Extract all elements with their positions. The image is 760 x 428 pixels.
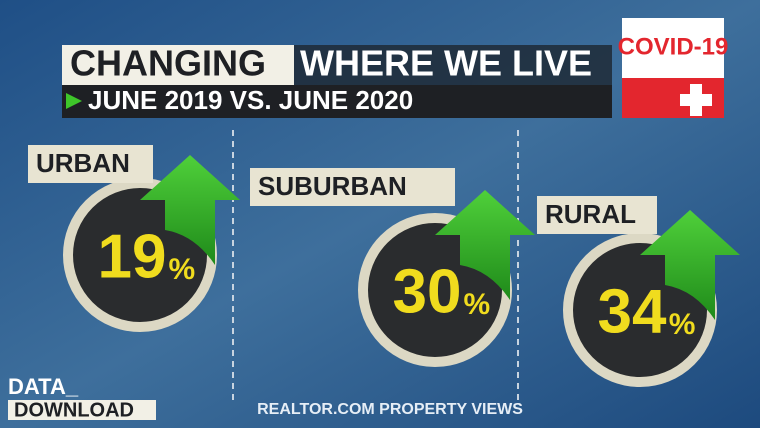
panel-label: RURAL bbox=[545, 199, 636, 229]
title-highlight: CHANGING bbox=[70, 43, 266, 84]
badge-text: COVID-19 bbox=[618, 33, 729, 60]
subtitle-box bbox=[62, 85, 612, 118]
up-arrow bbox=[140, 155, 240, 265]
title: WHERE WE LIVE bbox=[300, 43, 592, 84]
up-arrow bbox=[435, 190, 535, 300]
badge-top bbox=[622, 18, 724, 78]
brand-top: DATA_ bbox=[8, 374, 79, 399]
subtitle-arrow bbox=[66, 93, 82, 109]
panel-unit: % bbox=[669, 308, 696, 341]
panels: URBAN 19 % SUBURBAN 30 % RURAL 34% bbox=[28, 145, 740, 387]
panel-unit: % bbox=[463, 288, 490, 321]
title-highlight-box bbox=[62, 45, 294, 85]
up-arrow bbox=[640, 210, 740, 320]
panel-unit: % bbox=[168, 253, 195, 286]
panel-value: 30 bbox=[393, 257, 462, 326]
badge-cross bbox=[680, 84, 712, 116]
title-box bbox=[294, 45, 612, 85]
label-box bbox=[537, 196, 657, 234]
panel-label: URBAN bbox=[36, 148, 130, 178]
label-box bbox=[250, 168, 455, 206]
brand-box bbox=[8, 400, 156, 420]
panel-label: SUBURBAN bbox=[258, 171, 407, 201]
panel-value: 19 bbox=[98, 222, 167, 291]
panel-value: 34 bbox=[598, 277, 667, 346]
subtitle: JUNE 2019 VS. JUNE 2020 bbox=[88, 85, 413, 115]
brand-bottom: DOWNLOAD bbox=[14, 399, 134, 421]
label-box bbox=[28, 145, 153, 183]
source: REALTOR.COM PROPERTY VIEWS bbox=[257, 401, 523, 418]
